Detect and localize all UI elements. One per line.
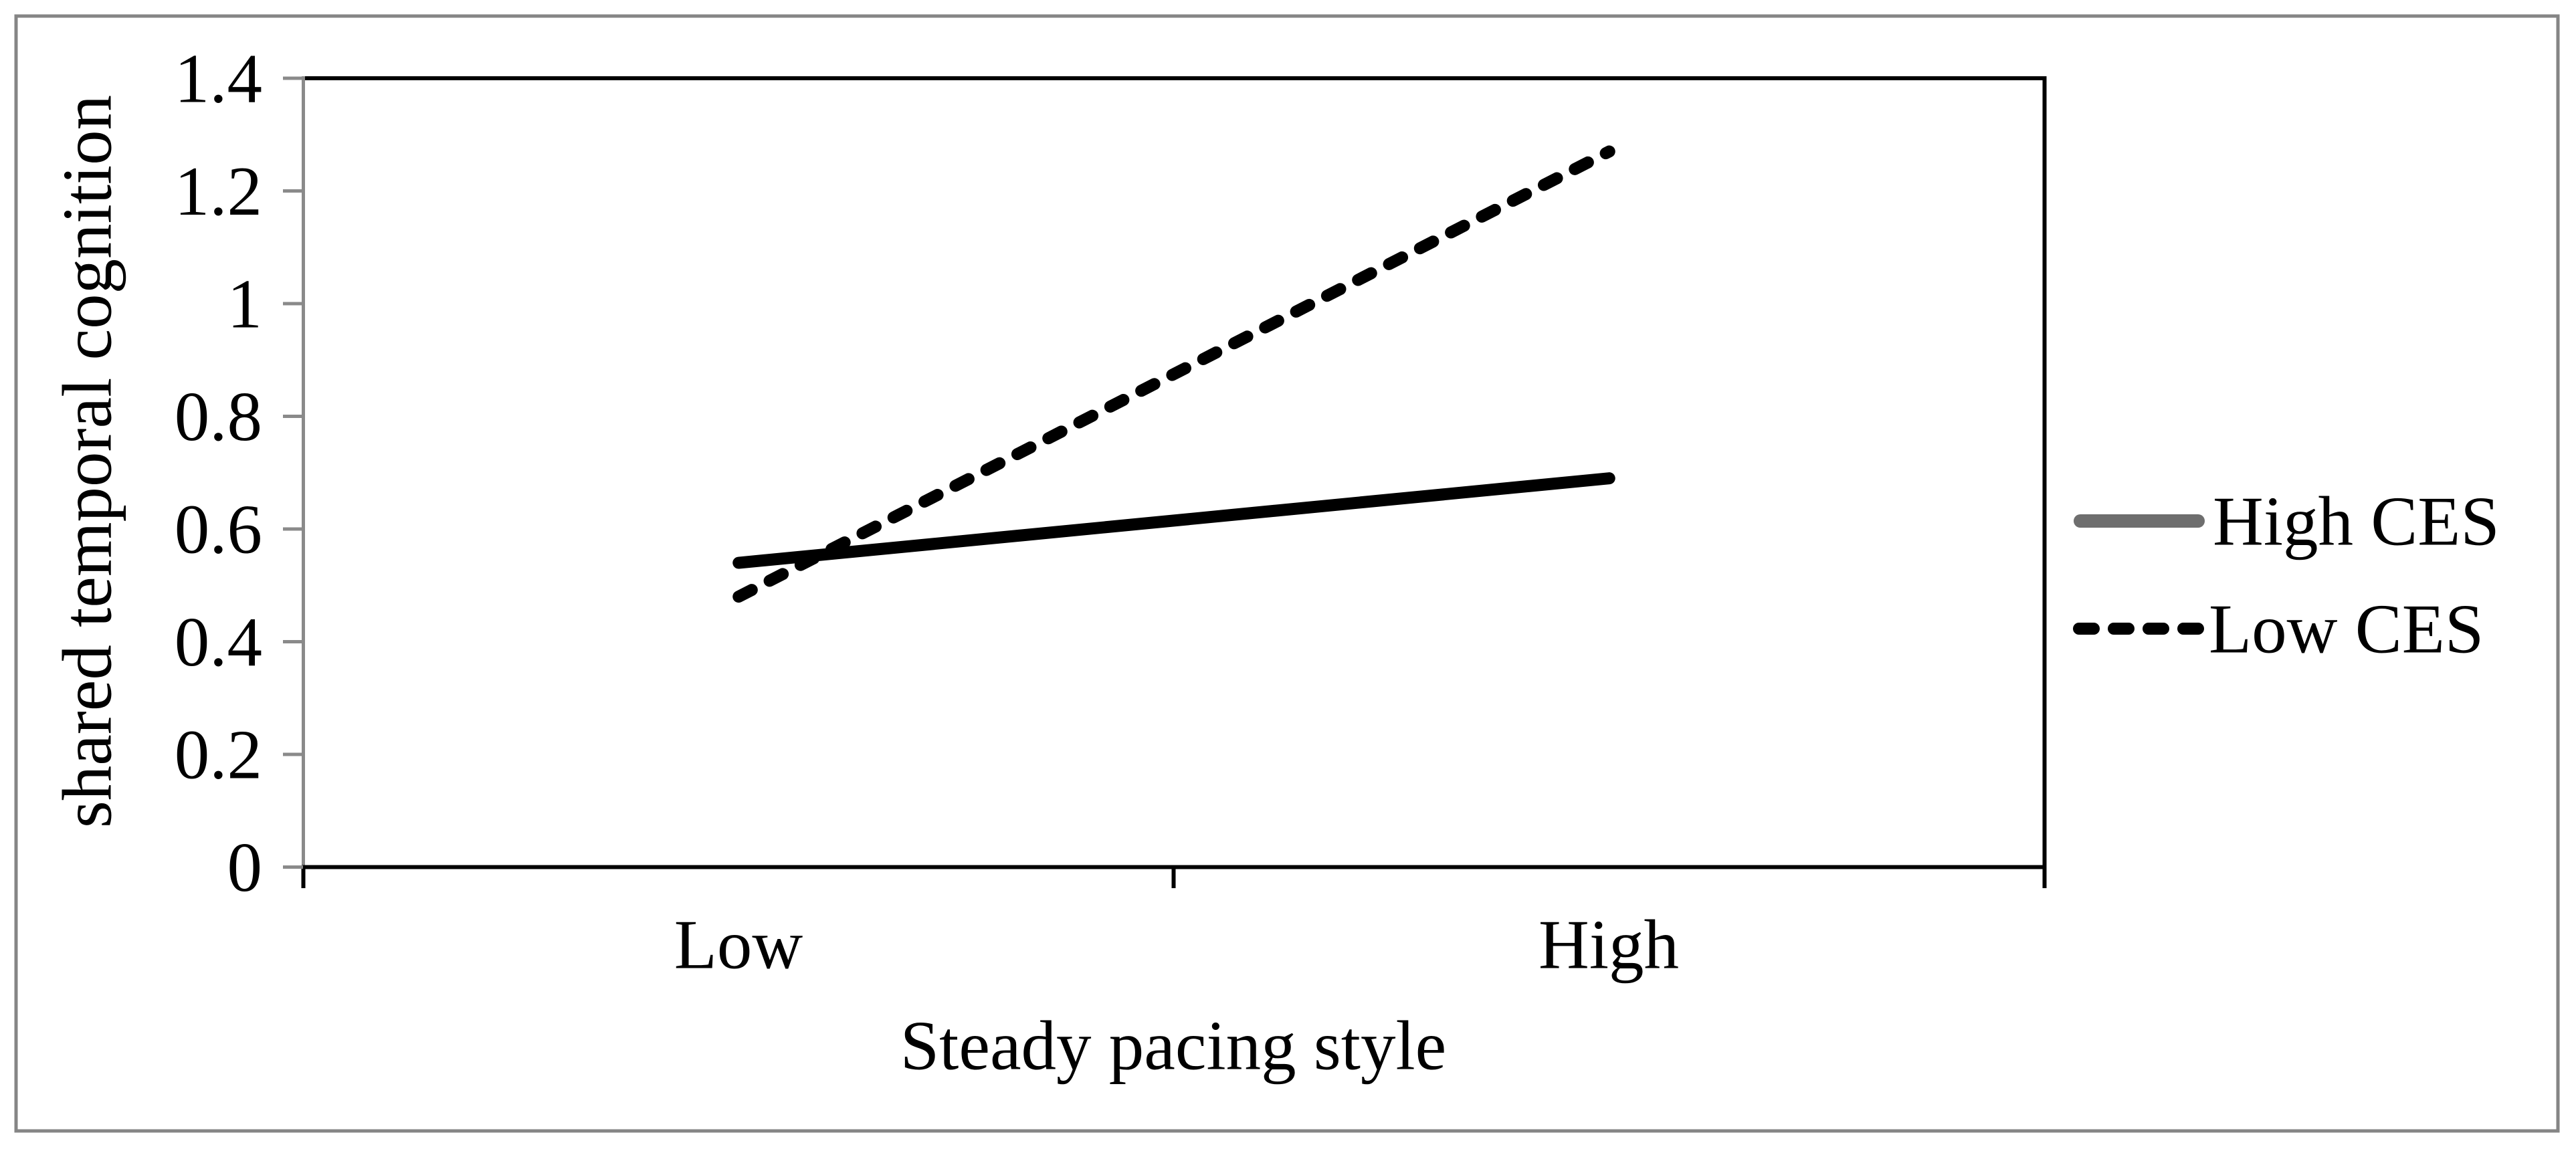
figure-border (14, 14, 2560, 1133)
x-tick-label-low: Low (674, 906, 803, 984)
x-tick-label-high: High (1539, 906, 1679, 984)
series-lines (732, 145, 1615, 603)
legend: High CES Low CES (2073, 482, 2500, 668)
y-tick-label: 1 (227, 265, 263, 343)
series-line-high-ces (732, 472, 1615, 569)
series-line-low-ces (732, 145, 1615, 603)
y-axis-ticks (283, 76, 303, 869)
y-axis-tick-labels: 0 0.2 0.4 0.6 0.8 1 1.2 1.4 (175, 39, 262, 907)
x-axis-title: Steady pacing style (900, 1007, 1446, 1085)
y-axis-title: shared temporal cognition (48, 95, 126, 828)
y-tick-label: 0.6 (175, 490, 262, 568)
y-tick-label: 0.8 (175, 377, 262, 455)
y-tick-label: 1.4 (175, 39, 262, 118)
y-tick-label: 0.2 (175, 716, 262, 794)
y-tick-label: 0 (227, 828, 263, 906)
y-tick-label: 1.2 (175, 152, 262, 230)
legend-label-high-ces: High CES (2213, 482, 2500, 560)
legend-label-low-ces: Low CES (2209, 590, 2484, 668)
y-tick-label: 0.4 (175, 603, 262, 681)
